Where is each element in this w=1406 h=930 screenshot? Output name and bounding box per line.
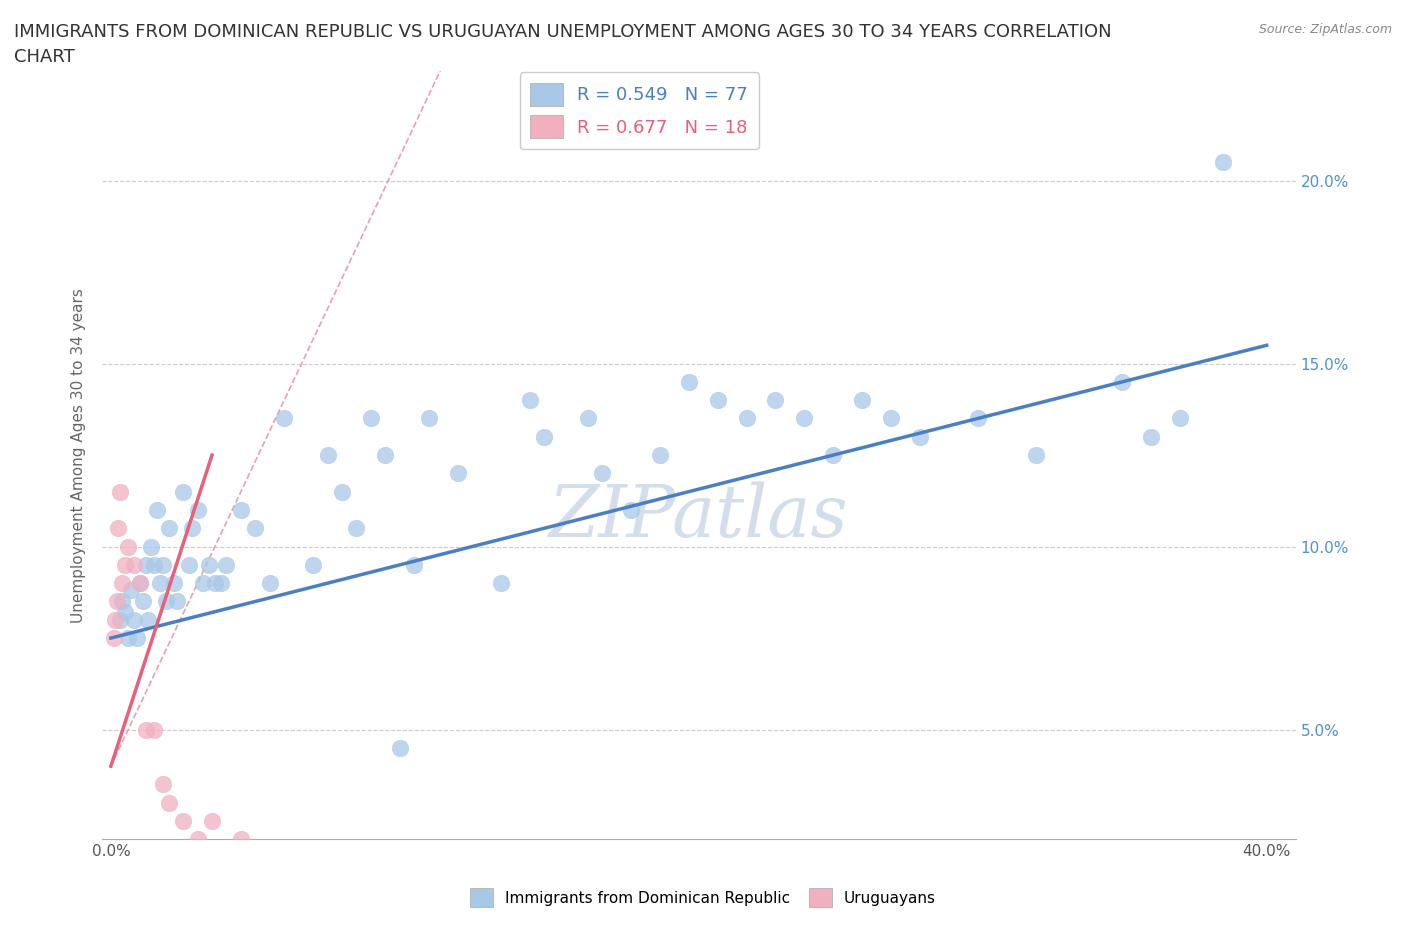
Point — [111, 576, 134, 591]
Point — [966, 411, 988, 426]
Text: ZIPatlas: ZIPatlas — [550, 482, 849, 551]
Point — [103, 631, 125, 645]
Point — [259, 576, 281, 591]
Point — [157, 795, 180, 810]
Point — [1111, 375, 1133, 390]
Point — [418, 411, 440, 426]
Point — [851, 392, 873, 407]
Point — [198, 557, 221, 572]
Point — [117, 539, 139, 554]
Point — [114, 605, 136, 620]
Point — [1212, 155, 1234, 170]
Point — [648, 447, 671, 462]
Point — [135, 722, 157, 737]
Point — [388, 740, 411, 755]
Point — [302, 557, 325, 572]
Point — [122, 612, 145, 627]
Point — [1168, 411, 1191, 426]
Point — [793, 411, 815, 426]
Point — [166, 594, 188, 609]
Text: CHART: CHART — [14, 48, 75, 66]
Point — [152, 557, 174, 572]
Point — [374, 447, 396, 462]
Point — [111, 594, 134, 609]
Point — [143, 722, 166, 737]
Point — [131, 594, 153, 609]
Point — [204, 576, 226, 591]
Point — [187, 832, 209, 847]
Point — [172, 814, 194, 829]
Point — [273, 411, 295, 426]
Point — [316, 447, 339, 462]
Y-axis label: Unemployment Among Ages 30 to 34 years: Unemployment Among Ages 30 to 34 years — [72, 287, 86, 622]
Point — [706, 392, 728, 407]
Point — [180, 521, 202, 536]
Legend: Immigrants from Dominican Republic, Uruguayans: Immigrants from Dominican Republic, Urug… — [464, 883, 942, 913]
Point — [122, 557, 145, 572]
Point — [1140, 430, 1163, 445]
Point — [1025, 447, 1047, 462]
Point — [157, 521, 180, 536]
Point — [765, 392, 787, 407]
Point — [880, 411, 903, 426]
Point — [143, 557, 166, 572]
Point — [404, 557, 426, 572]
Point — [620, 502, 643, 517]
Point — [678, 375, 700, 390]
Point — [141, 539, 163, 554]
Point — [209, 576, 232, 591]
Point — [576, 411, 599, 426]
Point — [215, 557, 238, 572]
Point — [187, 502, 209, 517]
Point — [201, 814, 224, 829]
Point — [155, 594, 177, 609]
Point — [107, 521, 129, 536]
Point — [908, 430, 931, 445]
Point — [120, 583, 142, 598]
Point — [108, 485, 131, 499]
Point — [245, 521, 267, 536]
Point — [823, 447, 845, 462]
Point — [104, 612, 127, 627]
Point — [117, 631, 139, 645]
Point — [105, 594, 128, 609]
Point — [229, 502, 252, 517]
Point — [152, 777, 174, 791]
Point — [533, 430, 555, 445]
Text: IMMIGRANTS FROM DOMINICAN REPUBLIC VS URUGUAYAN UNEMPLOYMENT AMONG AGES 30 TO 34: IMMIGRANTS FROM DOMINICAN REPUBLIC VS UR… — [14, 23, 1112, 41]
Point — [146, 502, 169, 517]
Point — [177, 557, 200, 572]
Point — [128, 576, 150, 591]
Point — [172, 485, 194, 499]
Point — [135, 557, 157, 572]
Text: Source: ZipAtlas.com: Source: ZipAtlas.com — [1258, 23, 1392, 36]
Point — [489, 576, 512, 591]
Point — [346, 521, 368, 536]
Point — [446, 466, 468, 481]
Point — [163, 576, 186, 591]
Point — [735, 411, 758, 426]
Point — [114, 557, 136, 572]
Point — [125, 631, 148, 645]
Point — [591, 466, 613, 481]
Point — [108, 612, 131, 627]
Point — [229, 832, 252, 847]
Point — [193, 576, 215, 591]
Point — [360, 411, 382, 426]
Point — [149, 576, 172, 591]
Point — [519, 392, 541, 407]
Point — [330, 485, 353, 499]
Legend: R = 0.549   N = 77, R = 0.677   N = 18: R = 0.549 N = 77, R = 0.677 N = 18 — [520, 73, 759, 149]
Point — [138, 612, 160, 627]
Point — [128, 576, 150, 591]
